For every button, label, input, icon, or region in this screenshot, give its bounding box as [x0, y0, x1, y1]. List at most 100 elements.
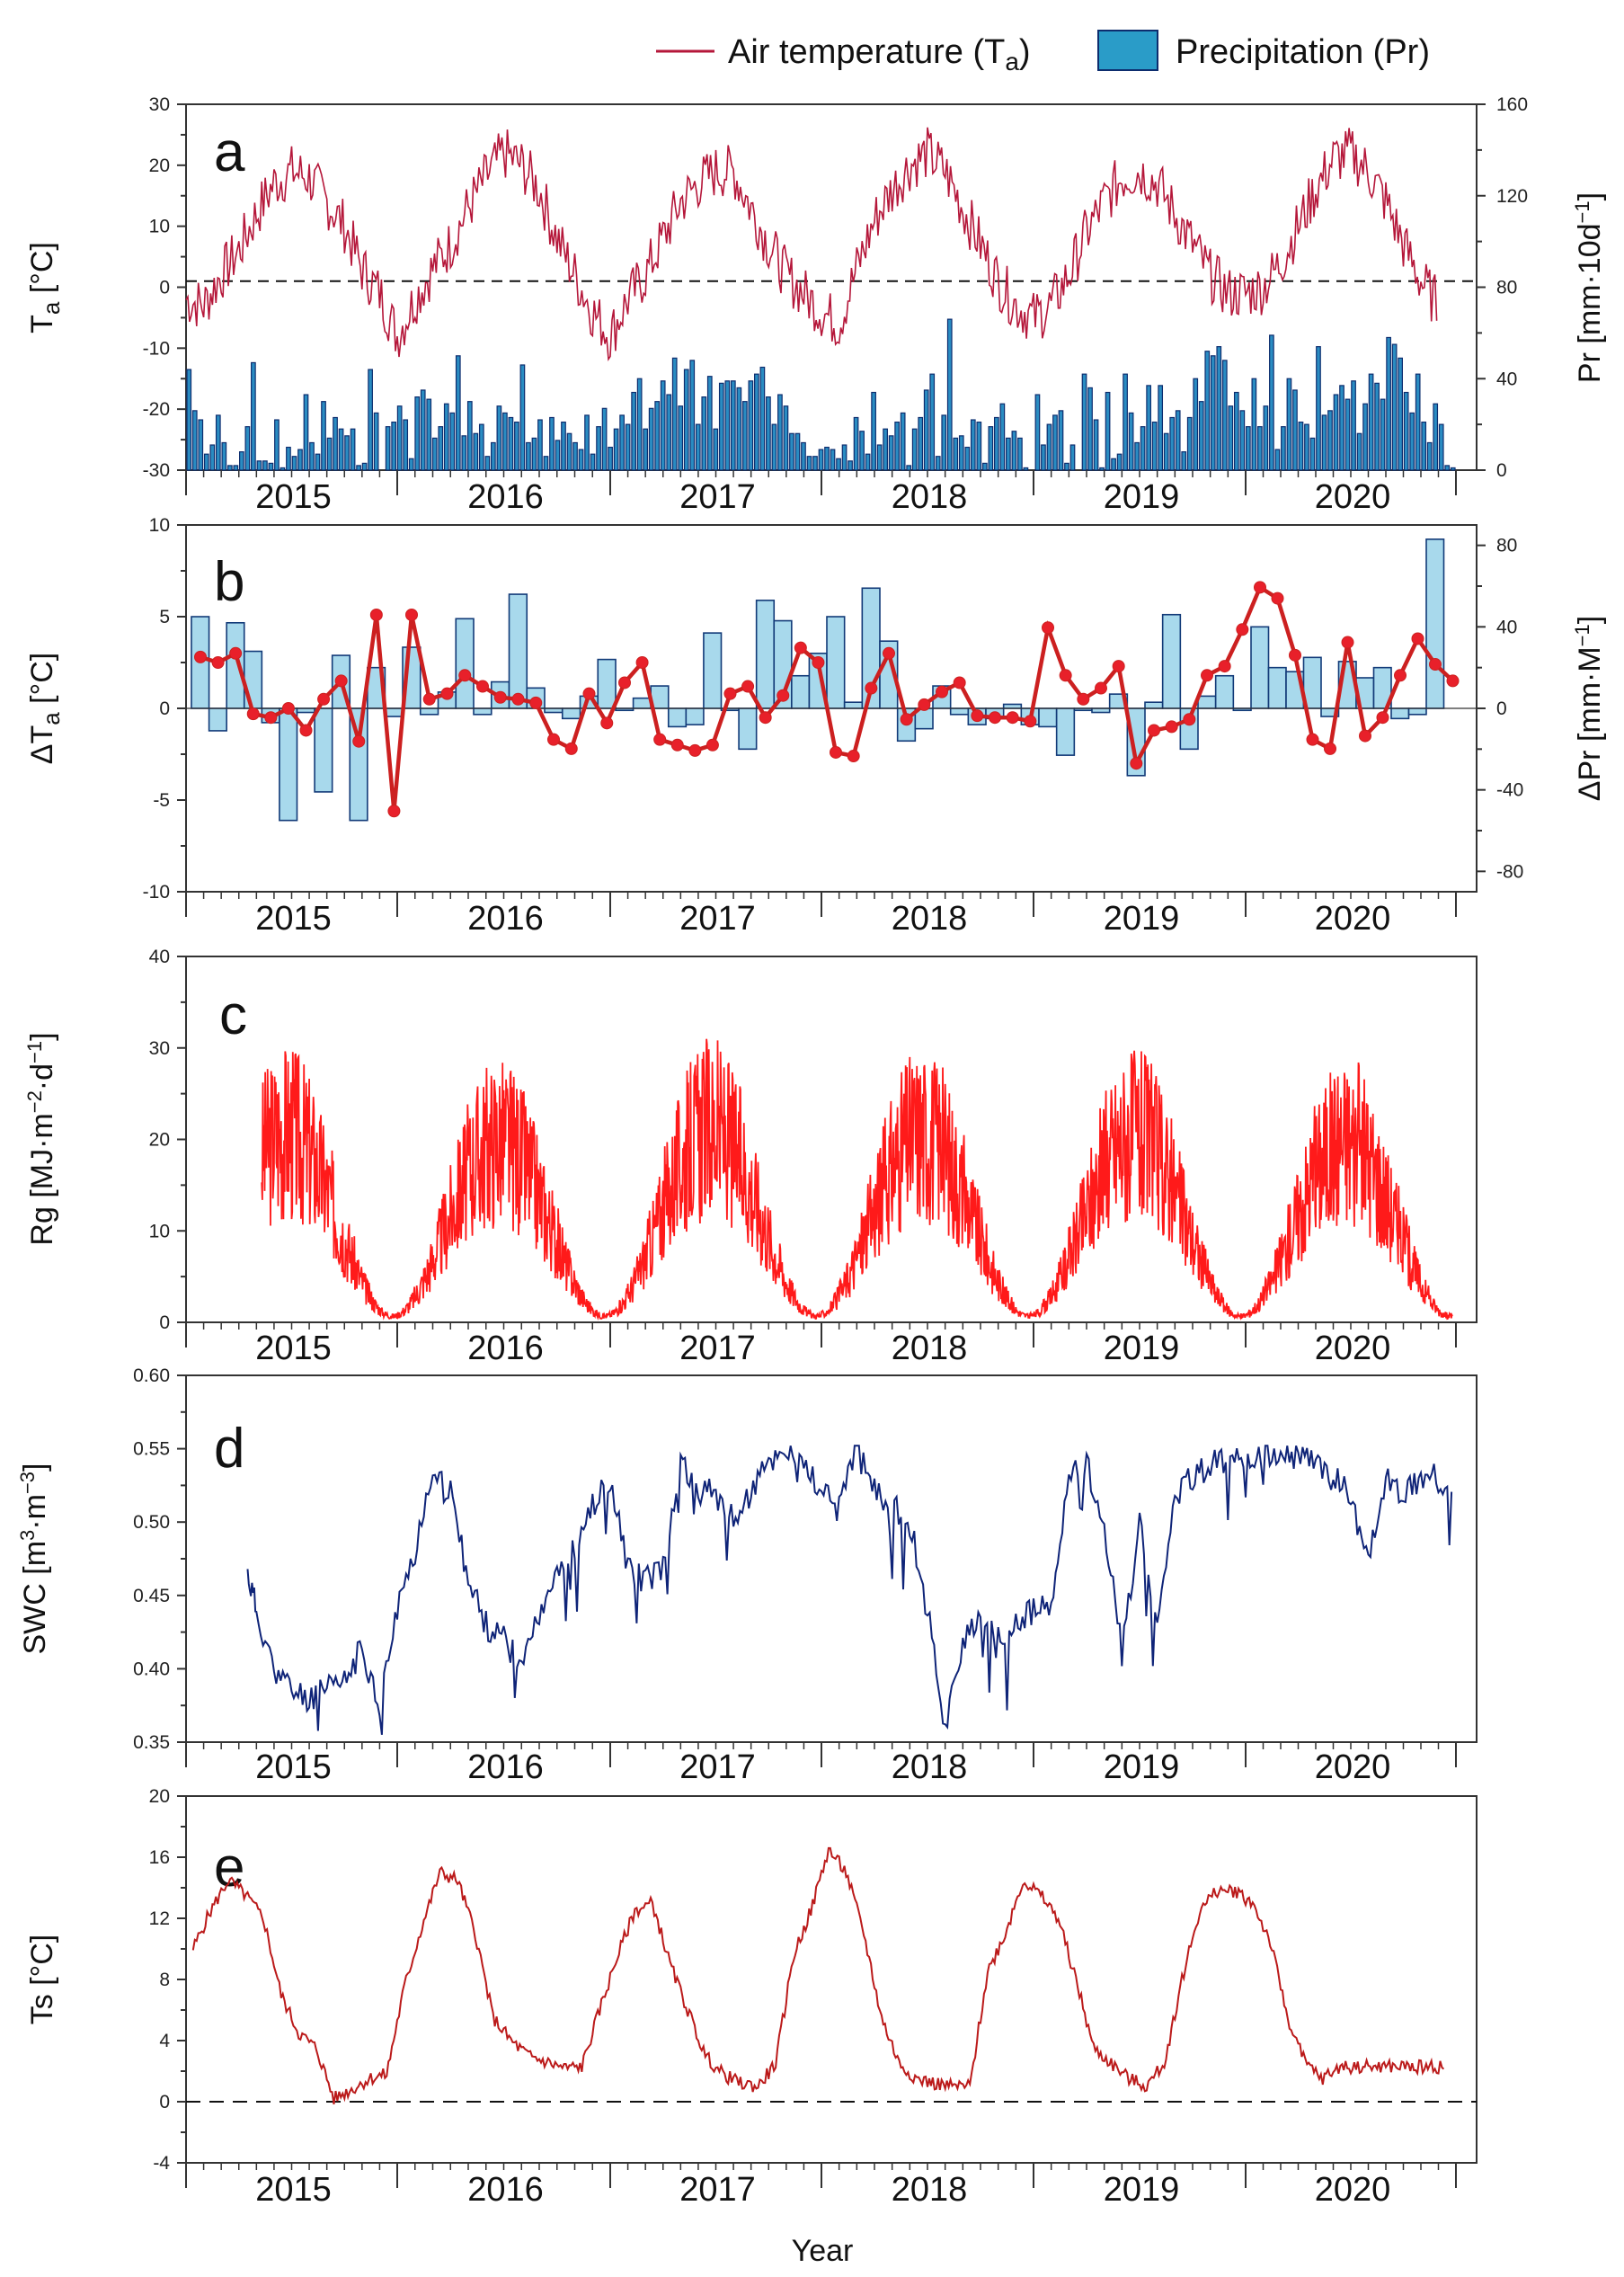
pr-bar [215, 414, 221, 471]
dta-point [777, 689, 790, 702]
panel-a-ytick-label: -10 [143, 338, 170, 359]
panel-a-y2tick-label: 40 [1496, 369, 1517, 389]
panel-e-ytick-label: 8 [159, 1970, 170, 1990]
panel-c-year-label: 2017 [679, 1330, 756, 1367]
panel-b-y2tick-label: -40 [1496, 780, 1523, 801]
x-axis-title: Year [792, 2234, 854, 2268]
pr-bar [1006, 437, 1011, 471]
dta-point [1006, 711, 1019, 725]
panel-c-letter: c [219, 984, 247, 1046]
pr-bar [1298, 421, 1304, 471]
panel-e-ytick-label: 4 [159, 2031, 170, 2051]
pr-bar [338, 428, 344, 471]
dta-point [1271, 591, 1284, 605]
pr-bar [1146, 385, 1152, 471]
panel-e-ytick-label: 0 [159, 2092, 170, 2112]
pr-bar [333, 416, 338, 471]
dta-point [1112, 660, 1125, 673]
dta-point [1077, 692, 1090, 706]
dta-point [1341, 636, 1354, 649]
dta-point [317, 692, 331, 706]
panel-e-year-label: 2017 [679, 2171, 756, 2209]
panel-e-year-label: 2016 [467, 2171, 544, 2209]
pr-bar [561, 421, 566, 471]
pr-bar [233, 465, 239, 471]
dpr-bar [597, 658, 617, 709]
panel-c-ytick-label: 0 [159, 1312, 170, 1333]
dpr-bar [1055, 707, 1076, 756]
pr-bar [988, 426, 994, 471]
dta-point [1201, 669, 1213, 682]
dta-point [918, 698, 931, 711]
panel-e-ytick-label: 16 [149, 1847, 170, 1868]
panel-d-ytick-label: 0.40 [133, 1659, 170, 1679]
pr-bar [1052, 414, 1058, 471]
pr-bar [391, 421, 397, 471]
panel-e-year-label: 2018 [892, 2171, 968, 2209]
pr-bar [1175, 410, 1181, 471]
panel-d-year-label: 2019 [1104, 1748, 1180, 1786]
pr-bar [303, 394, 309, 471]
dta-point [688, 743, 702, 757]
pr-bar [859, 431, 865, 471]
dta-point [1183, 713, 1196, 726]
pr-bar [935, 456, 941, 471]
pr-bar [408, 458, 414, 471]
dta-point [1446, 674, 1460, 688]
dpr-bar [791, 674, 811, 709]
panel-a-year-label: 2017 [679, 478, 756, 516]
dta-point [1148, 724, 1160, 737]
panel-e-plot [186, 1846, 1477, 2104]
panel-b-ytick-label: -10 [143, 882, 170, 903]
dta-point [458, 669, 472, 682]
dta-point [759, 711, 772, 725]
dpr-bar [843, 701, 864, 709]
pr-bar [244, 426, 251, 471]
dta-point [564, 742, 578, 755]
pr-bar [906, 465, 912, 471]
pr-bar [695, 423, 701, 471]
pr-bar [678, 405, 684, 471]
dta-point [812, 656, 825, 669]
pr-bar [262, 460, 268, 471]
pr-bar [455, 355, 461, 471]
panel-c-plot [261, 1038, 1453, 1321]
panel-a-plot [185, 127, 1477, 471]
pr-bar [730, 380, 736, 471]
pr-bar [625, 423, 631, 471]
dta-point [794, 641, 807, 654]
panel-a-y2tick-label: 160 [1496, 94, 1528, 115]
pr-bar [818, 449, 824, 471]
dpr-bar [632, 697, 652, 709]
pr-bar [1058, 410, 1064, 471]
pr-bar [766, 396, 771, 471]
pr-bar [350, 428, 356, 471]
panel-c-year-label: 2019 [1104, 1330, 1180, 1367]
pr-bar [1281, 426, 1286, 471]
panel-a-ytick-label: 10 [149, 217, 170, 237]
pr-bar [1292, 389, 1298, 471]
pr-bar [981, 462, 988, 471]
dpr-bar [703, 632, 723, 709]
dta-point [706, 738, 719, 752]
dpr-bar [1407, 707, 1427, 716]
ta-line [185, 127, 1438, 362]
panel-d-plot [246, 1445, 1453, 1735]
panel-b-ytick-label: -5 [153, 790, 170, 811]
dta-point [194, 650, 207, 663]
pr-bar [590, 453, 596, 471]
pr-bar [1017, 437, 1023, 471]
panel-d-ytick-label: 0.50 [133, 1512, 170, 1533]
pr-bar [449, 412, 456, 471]
panel-a-y2tick-label: 0 [1496, 460, 1507, 481]
panel-b-ytick-label: 10 [149, 515, 170, 536]
pr-bar [1391, 343, 1398, 471]
pr-bar [953, 437, 959, 471]
pr-bar [718, 382, 724, 471]
dta-point [618, 676, 631, 689]
pr-bar [894, 421, 901, 471]
panel-c-year-label: 2020 [1315, 1330, 1391, 1367]
pr-bar [671, 357, 678, 471]
dta-point [1236, 623, 1249, 636]
dta-point [723, 687, 737, 700]
